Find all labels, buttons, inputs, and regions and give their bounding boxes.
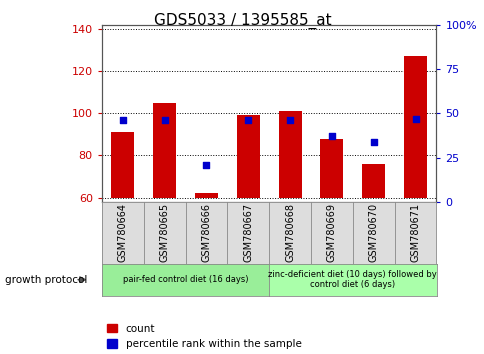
Bar (362, 164, 384, 198)
Text: GSM780669: GSM780669 (326, 203, 336, 262)
Bar (111, 132, 134, 198)
Bar (153, 103, 176, 198)
Bar (236, 115, 259, 198)
Point (160, 118, 168, 123)
Point (286, 118, 293, 123)
Bar (195, 193, 217, 198)
Bar (320, 138, 343, 198)
Legend: count, percentile rank within the sample: count, percentile rank within the sample (107, 324, 301, 349)
Text: growth protocol: growth protocol (5, 275, 87, 285)
Text: GSM780666: GSM780666 (201, 203, 211, 262)
Point (327, 133, 335, 139)
Text: GSM780664: GSM780664 (118, 203, 127, 262)
Point (369, 139, 377, 144)
Text: GSM780667: GSM780667 (243, 203, 253, 262)
Bar (278, 111, 301, 198)
Text: GSM780671: GSM780671 (410, 203, 420, 262)
Text: GDS5033 / 1395585_at: GDS5033 / 1395585_at (153, 12, 331, 29)
Text: GSM780670: GSM780670 (368, 203, 378, 262)
Text: GSM780668: GSM780668 (285, 203, 294, 262)
Point (411, 116, 419, 121)
Point (202, 162, 210, 167)
Point (119, 118, 126, 123)
Point (244, 118, 252, 123)
Text: pair-fed control diet (16 days): pair-fed control diet (16 days) (122, 275, 248, 284)
Text: zinc-deficient diet (10 days) followed by
control diet (6 days): zinc-deficient diet (10 days) followed b… (268, 270, 436, 289)
Text: GSM780665: GSM780665 (159, 203, 169, 262)
Bar (403, 56, 426, 198)
